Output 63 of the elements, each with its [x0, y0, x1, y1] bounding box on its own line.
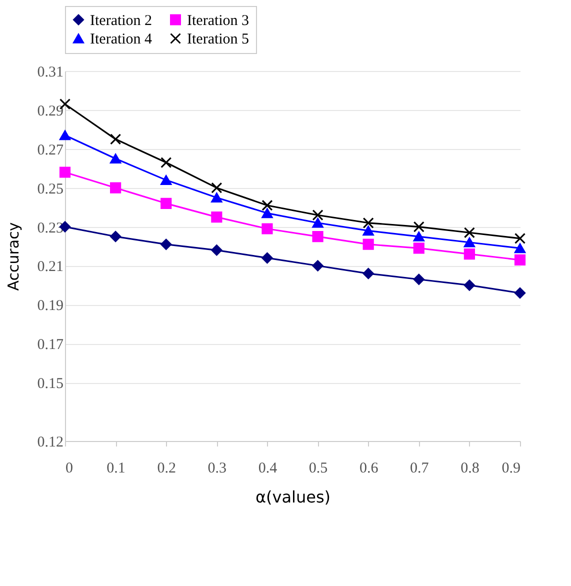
y-axis-title: Accuracy: [4, 222, 22, 291]
y-tick-label: 0.27: [37, 142, 64, 158]
point: [262, 252, 273, 264]
point: [211, 192, 222, 202]
point: [464, 248, 475, 260]
x-tick-label: 0.8: [460, 460, 480, 476]
x-tick-label: 0.4: [258, 460, 278, 476]
x-tick-label: 0.6: [359, 460, 379, 476]
x-tick-label: 0.9: [502, 460, 520, 476]
x-tick-label: 0.7: [410, 460, 430, 476]
point: [514, 243, 526, 254]
point: [59, 130, 71, 140]
point: [312, 218, 324, 228]
point: [362, 217, 374, 228]
x-tick-label: 0.1: [106, 460, 126, 476]
point: [514, 232, 526, 244]
x-tick-label: 0.3: [208, 460, 227, 476]
point: [110, 154, 122, 164]
y-tick-label: 0.15: [37, 376, 64, 392]
y-tick-label: 0.19: [37, 298, 64, 314]
point: [110, 230, 122, 242]
point: [160, 238, 172, 250]
legend-label: Iteration 3: [187, 12, 250, 29]
point: [160, 175, 172, 185]
point: [413, 232, 424, 242]
x-tick-label: 0.2: [157, 460, 176, 476]
point: [312, 260, 324, 272]
point: [312, 230, 324, 242]
x-tick-label: 0.5: [308, 460, 328, 476]
point: [211, 244, 222, 256]
point: [211, 212, 222, 223]
legend-label: Iteration 5: [187, 32, 250, 48]
x-axis-title: α(values): [255, 488, 331, 506]
point: [110, 134, 122, 145]
point: [514, 254, 526, 266]
point: [262, 208, 273, 218]
point: [110, 182, 122, 194]
x-tick-label: 0: [66, 460, 73, 476]
point: [464, 237, 475, 248]
legend-label: Iteration 2: [90, 12, 152, 29]
point: [160, 198, 172, 209]
y-tick-label: 0.29: [37, 103, 64, 120]
point: [211, 182, 222, 194]
y-tick-label: 0.17: [37, 337, 64, 354]
point: [464, 280, 475, 291]
point: [160, 156, 172, 168]
point: [413, 221, 424, 232]
point: [59, 166, 71, 178]
point: [262, 200, 273, 211]
point: [312, 210, 324, 221]
y-tick-label: 0.12: [37, 434, 64, 450]
y-tick-label: 0.21: [37, 259, 64, 276]
point: [413, 274, 424, 285]
point: [464, 227, 475, 238]
y-tick-label: 0.25: [37, 181, 64, 198]
point: [362, 238, 374, 250]
point: [413, 242, 424, 254]
point: [262, 223, 273, 234]
point: [362, 226, 374, 236]
point: [514, 287, 526, 299]
point: [362, 268, 374, 280]
legend-label: Iteration 4: [90, 32, 153, 48]
y-tick-label: 0.31: [37, 64, 64, 80]
